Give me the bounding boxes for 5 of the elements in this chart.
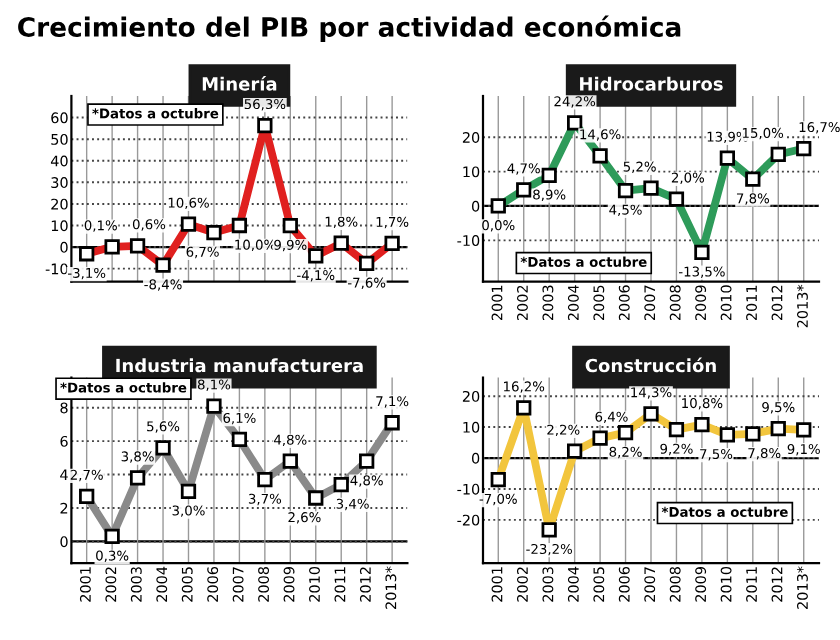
text: Crecimiento del PIB por actividad económica	[18, 15, 681, 43]
chart-title: Hidrocarburos	[580, 76, 723, 91]
chart-title: Industria manufacturera	[116, 358, 363, 373]
chart-title: Construcción	[585, 357, 716, 373]
chart-title: Minería	[202, 76, 277, 91]
